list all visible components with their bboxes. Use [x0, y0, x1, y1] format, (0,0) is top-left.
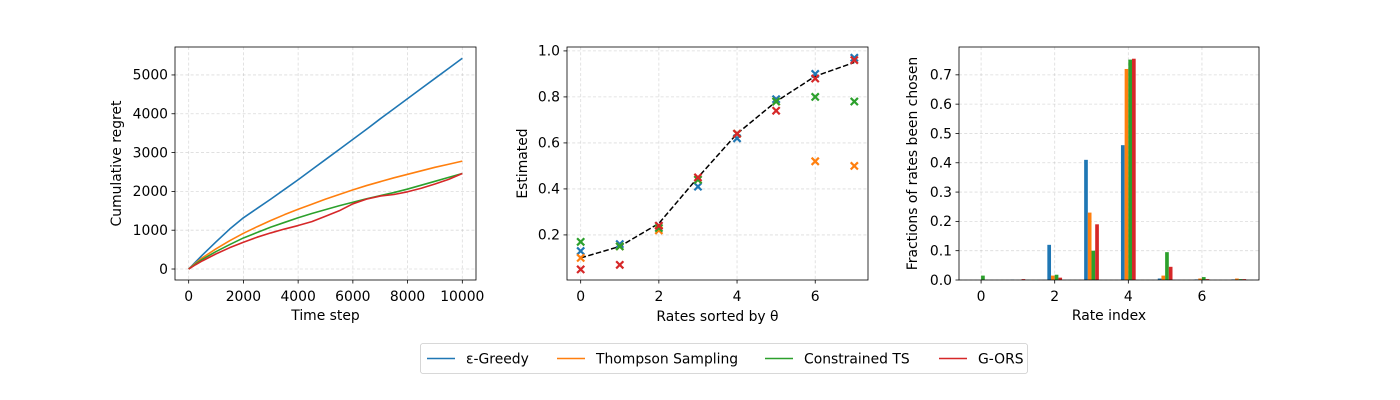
y-tick-label: 0.4 [538, 182, 560, 198]
y-axis-label: Fractions of rates been chosen [905, 57, 921, 270]
y-tick-label: 1.0 [538, 44, 560, 60]
x-tick-label: 6 [811, 289, 820, 305]
bar-constrained-ts-rate-4 [1128, 60, 1132, 280]
x-tick-label: 8000 [390, 289, 425, 305]
x-tick-label: 10000 [440, 289, 484, 305]
y-axis-label: Estimated [515, 128, 531, 198]
y-tick-label: 1000 [133, 223, 168, 239]
bar-epsilon-greedy-rate-4 [1121, 145, 1125, 280]
bar-thompson-sampling-rate-5 [1161, 276, 1165, 280]
y-tick-label: 0.0 [930, 273, 952, 289]
legend-label: Constrained TS [804, 352, 910, 368]
x-tick-label: 4 [733, 289, 742, 305]
x-tick-label: 6000 [335, 289, 370, 305]
x-tick-label: 2 [1050, 289, 1059, 305]
x-axis-label: Time step [290, 308, 360, 324]
bar-g-ors-rate-4 [1132, 59, 1136, 280]
y-tick-label: 0.2 [538, 228, 560, 244]
bar-constrained-ts-rate-0 [981, 276, 985, 280]
y-axis-label: Cumulative regret [109, 100, 125, 226]
x-tick-label: 4000 [280, 289, 315, 305]
legend-label: Thompson Sampling [595, 352, 738, 368]
bar-epsilon-greedy-rate-2 [1047, 245, 1051, 280]
bar-thompson-sampling-rate-3 [1088, 213, 1092, 280]
y-tick-label: 5000 [133, 68, 168, 84]
y-tick-label: 0.3 [930, 185, 952, 201]
y-tick-label: 0.2 [930, 214, 952, 230]
y-tick-label: 0.4 [930, 156, 952, 172]
x-tick-label: 0 [977, 289, 986, 305]
y-tick-label: 0.5 [930, 126, 952, 142]
bar-g-ors-rate-3 [1095, 224, 1099, 280]
y-tick-label: 2000 [133, 184, 168, 200]
legend-label: G-ORS [978, 352, 1024, 368]
y-tick-label: 0.6 [930, 97, 952, 113]
legend-label: ε-Greedy [466, 352, 529, 368]
bar-constrained-ts-rate-2 [1055, 275, 1059, 280]
x-tick-label: 2 [654, 289, 663, 305]
bar-thompson-sampling-rate-4 [1125, 69, 1129, 280]
bar-g-ors-rate-5 [1169, 267, 1173, 280]
legend: ε-Greedy Thompson Sampling Constrained T… [421, 344, 1028, 374]
bar-thompson-sampling-rate-2 [1051, 276, 1055, 280]
x-axis-label: Rates sorted by θ [656, 309, 778, 325]
y-tick-label: 0.1 [930, 243, 952, 259]
y-tick-label: 0.6 [538, 136, 560, 152]
y-tick-label: 0 [159, 262, 168, 278]
x-tick-label: 2000 [226, 289, 261, 305]
bar-constrained-ts-rate-3 [1092, 251, 1096, 280]
x-tick-label: 0 [184, 289, 193, 305]
x-axis-label: Rate index [1072, 308, 1146, 324]
y-tick-label: 0.7 [930, 68, 952, 84]
y-tick-label: 0.8 [538, 90, 560, 106]
x-tick-label: 4 [1124, 289, 1133, 305]
y-tick-label: 3000 [133, 145, 168, 161]
bar-epsilon-greedy-rate-3 [1084, 160, 1088, 280]
y-tick-label: 4000 [133, 107, 168, 123]
bar-constrained-ts-rate-5 [1165, 252, 1169, 280]
x-tick-label: 0 [576, 289, 585, 305]
x-tick-label: 6 [1198, 289, 1207, 305]
bar-constrained-ts-rate-6 [1202, 277, 1206, 280]
